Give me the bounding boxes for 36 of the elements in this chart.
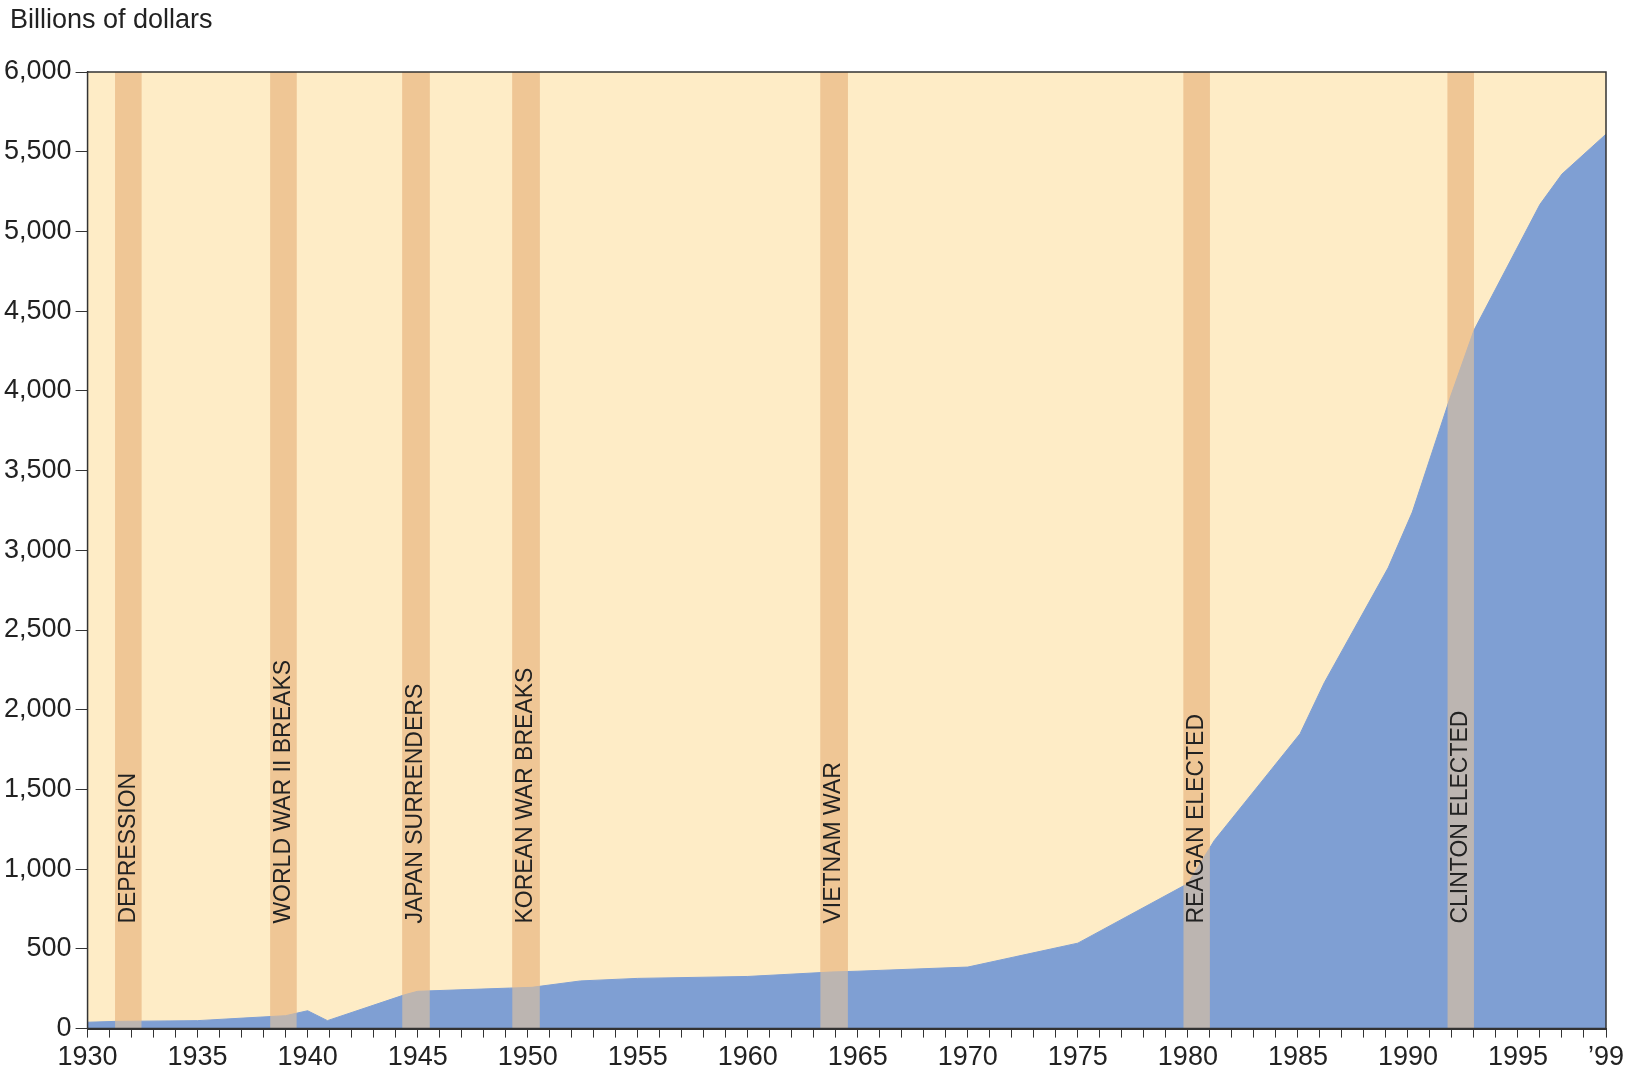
band-label: KOREAN WAR BREAKS — [511, 667, 538, 924]
y-tick-label: 5,500 — [3, 135, 72, 166]
x-tick-label: 1940 — [277, 1041, 338, 1072]
x-tick-label: 1950 — [497, 1041, 558, 1072]
y-tick-label: 2,500 — [3, 613, 72, 644]
x-tick-label: 1955 — [607, 1041, 668, 1072]
x-tick-label: 1980 — [1157, 1041, 1218, 1072]
y-tick-label: 2,000 — [3, 693, 72, 724]
y-tick-label: 3,000 — [3, 533, 72, 564]
band-label: JAPAN SURRENDERS — [401, 683, 428, 924]
band-label: CLINTON ELECTED — [1446, 710, 1473, 924]
x-tick-label: 1930 — [57, 1041, 118, 1072]
x-tick-label: 1965 — [827, 1041, 888, 1072]
x-tick-label: 1985 — [1267, 1041, 1328, 1072]
band-label: REAGAN ELECTED — [1182, 713, 1209, 924]
y-axis-title: Billions of dollars — [10, 4, 213, 35]
y-tick-label: 1,000 — [3, 852, 72, 883]
x-tick-label: 1935 — [167, 1041, 228, 1072]
band-label: VIETNAM WAR — [819, 762, 846, 924]
x-tick-label: 1990 — [1377, 1041, 1438, 1072]
x-tick-label: 1970 — [937, 1041, 998, 1072]
x-tick-label: ’99 — [1587, 1041, 1625, 1072]
y-tick-label: 5,000 — [3, 214, 72, 245]
x-tick-label: 1995 — [1487, 1041, 1549, 1072]
y-tick-label: 1,500 — [3, 772, 72, 803]
y-tick-label: 500 — [26, 932, 72, 963]
band-label: WORLD WAR II BREAKS — [268, 659, 295, 924]
y-tick-label: 4,000 — [3, 374, 72, 405]
y-tick-label: 0 — [56, 1012, 72, 1043]
x-tick-label: 1945 — [387, 1041, 448, 1072]
x-tick-label: 1960 — [717, 1041, 778, 1072]
x-tick-label: 1975 — [1047, 1041, 1108, 1072]
band-label: DEPRESSION — [113, 772, 140, 924]
y-tick-label: 4,500 — [3, 294, 72, 325]
y-tick-label: 6,000 — [3, 55, 72, 86]
y-tick-label: 3,500 — [3, 454, 72, 485]
